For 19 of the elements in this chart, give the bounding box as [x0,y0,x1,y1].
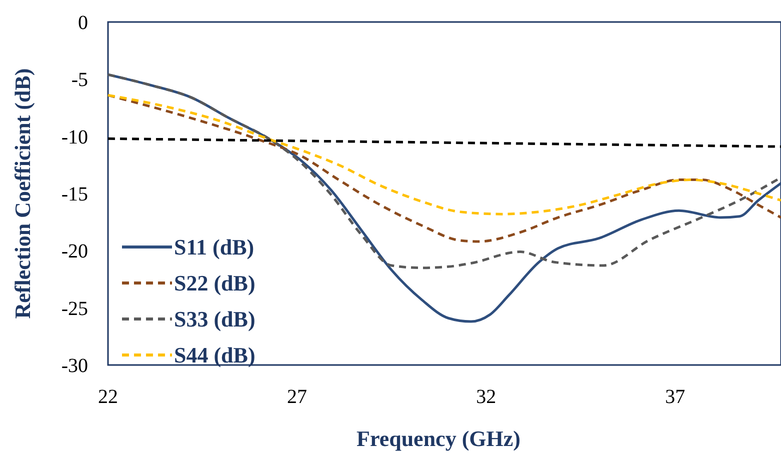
legend-label: S11 (dB) [174,234,254,260]
x-axis-title: Frequency (GHz) [356,426,520,451]
line-series [106,73,781,270]
legend-label: S22 (dB) [174,270,256,296]
x-tick-label: 32 [476,386,496,408]
y-axis-title: Reflection Coefficient (dB) [10,68,35,319]
x-tick-label: 22 [98,386,118,408]
y-tick-label: 0 [78,12,88,34]
y-tick-label: -20 [61,240,88,263]
y-tick-label: -5 [71,69,88,92]
legend-label: S33 (dB) [174,306,256,332]
y-tick-label: -10 [61,126,88,148]
x-tick-label: 27 [287,386,308,408]
y-tick-label: -15 [61,184,88,206]
y-tick-label: -25 [61,298,88,320]
y-tick-label: -30 [61,355,88,377]
line-series [106,94,781,216]
x-tick-label: 37 [665,386,686,408]
legend-label: S44 (dB) [174,342,256,368]
